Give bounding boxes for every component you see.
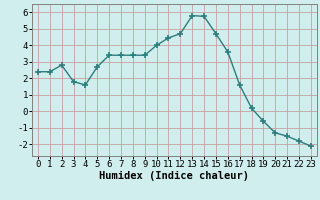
X-axis label: Humidex (Indice chaleur): Humidex (Indice chaleur) — [100, 171, 249, 181]
